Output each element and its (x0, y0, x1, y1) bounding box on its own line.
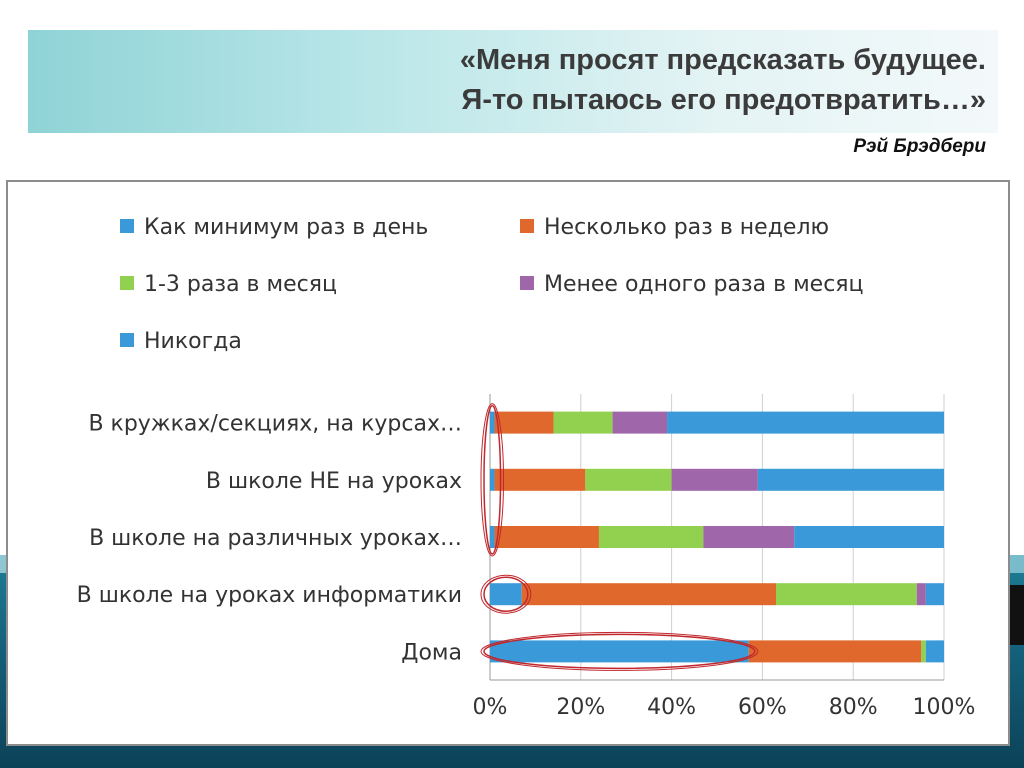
highlight-ellipse (483, 576, 529, 612)
quote-line-1: «Меня просят предсказать будущее. (459, 44, 986, 76)
bar-segment (598, 526, 704, 548)
x-tick-label: 40% (647, 695, 696, 720)
chart-frame: 0% 20% 40% 60% 80% 100% В кружках/секциях, на … (6, 180, 1010, 746)
bar-segment (490, 411, 495, 434)
x-tick-label: 60% (738, 695, 787, 720)
legend-swatch (120, 219, 134, 233)
legend-label: Как минимум раз в день (144, 215, 428, 240)
legend-swatch (520, 219, 534, 233)
bar-segment (667, 411, 944, 434)
bar-segment (490, 583, 522, 606)
bar-segment (794, 526, 944, 548)
legend-swatch (120, 333, 134, 347)
bar-segment (494, 526, 599, 548)
bar-segment (494, 411, 554, 434)
quote-line-2: Я-то пытаюсь его предотвратить…» (461, 84, 986, 116)
legend-label: Менее одного раза в месяц (544, 272, 864, 297)
header-bar (28, 30, 998, 133)
x-tick-label: 0% (473, 695, 508, 720)
quote-author: Рэй Брэдбери (853, 136, 986, 157)
bar-segment (490, 640, 749, 663)
bar-segment (612, 411, 668, 434)
category-label: В кружках/секциях, на курсах… (88, 412, 462, 437)
x-tick-label: 80% (829, 695, 878, 720)
right-edge-tab (1010, 585, 1024, 645)
bar-segment (703, 526, 795, 548)
category-label: Дома (401, 640, 462, 665)
highlight-ellipse (483, 633, 756, 670)
bar-segment (490, 526, 495, 548)
bar-segment (521, 583, 777, 606)
bar-segment (553, 411, 613, 434)
highlight-ellipse (483, 404, 502, 555)
bar-segment (921, 640, 926, 663)
bar-segment (490, 468, 495, 491)
bar-segment (671, 468, 758, 491)
highlight-ellipse-outer (480, 403, 505, 557)
bar-segment (585, 468, 672, 491)
legend-label: 1-3 раза в месяц (144, 272, 337, 297)
bar-segment (925, 640, 944, 663)
category-label: В школе НЕ на уроках (206, 469, 462, 494)
x-tick-label: 20% (556, 695, 605, 720)
category-label: В школе на различных уроках… (89, 526, 462, 551)
bar-segment (494, 468, 586, 491)
bar-segment (757, 468, 944, 491)
highlight-ellipse-outer (480, 574, 532, 614)
bar-segment (776, 583, 917, 606)
bar-segment (925, 583, 944, 606)
chart: 0% 20% 40% 60% 80% 100% В кружках/секциях, на … (77, 215, 976, 720)
x-tick-label: 100% (913, 695, 976, 720)
bar-segment (916, 583, 926, 606)
bar-segment (748, 640, 922, 663)
highlight-ellipse-outer (480, 631, 759, 671)
legend-swatch (520, 276, 534, 290)
legend-label: Никогда (144, 329, 242, 354)
legend-swatch (120, 276, 134, 290)
legend-label: Несколько раз в неделю (544, 215, 829, 240)
category-label: В школе на уроках информатики (77, 583, 462, 608)
